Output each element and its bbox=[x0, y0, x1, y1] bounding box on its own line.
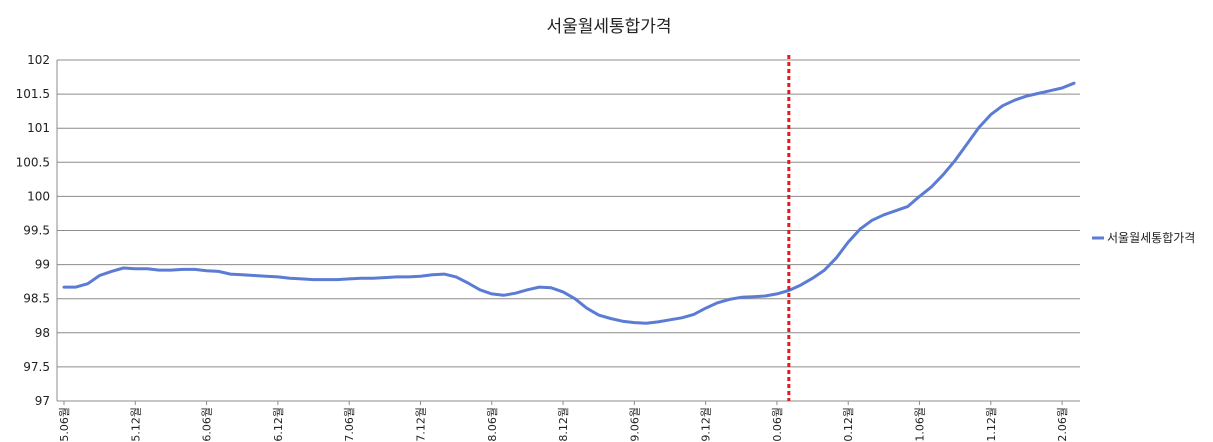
legend: 서울월세통합가격 bbox=[1092, 231, 1195, 245]
chart-title: 서울월세통합가격 bbox=[546, 17, 671, 37]
legend-label: 서울월세통합가격 bbox=[1107, 231, 1195, 245]
series-lines bbox=[62, 81, 1076, 325]
y-axis-ticks: 97 97.5 98 98.5 99 99.5 100 100.5 101 101.5 102 bbox=[16, 53, 50, 408]
x-tick-label: 18.12월 bbox=[557, 407, 570, 442]
x-tick-label: 21.12월 bbox=[985, 407, 998, 442]
y-tick-label: 99.5 bbox=[23, 224, 50, 238]
y-tick-label: 101 bbox=[27, 121, 50, 135]
y-tick-label: 97 bbox=[35, 394, 50, 408]
x-tick-label: 15.12월 bbox=[129, 407, 142, 442]
x-tick-label: 20.06월 bbox=[771, 407, 784, 442]
y-tick-label: 102 bbox=[27, 53, 50, 67]
y-tick-label: 97.5 bbox=[23, 360, 50, 374]
x-tick-label: 16.12월 bbox=[272, 407, 285, 442]
y-tick-label: 99 bbox=[35, 258, 50, 272]
x-tick-label: 22.06월 bbox=[1056, 407, 1069, 442]
y-tick-label: 100 bbox=[27, 189, 50, 203]
y-tick-label: 100.5 bbox=[16, 155, 50, 169]
x-tick-label: 15.06월 bbox=[58, 407, 71, 442]
x-tick-label: 17.06월 bbox=[343, 407, 356, 442]
gridlines bbox=[57, 59, 1080, 402]
y-tick-label: 98 bbox=[35, 326, 50, 340]
x-tick-label: 18.06월 bbox=[486, 407, 499, 442]
y-tick-label: 101.5 bbox=[16, 87, 50, 101]
x-axis-ticks: 15.06월 15.12월 16.06월 16.12월 17.06월 17.12월 18.0… bbox=[58, 401, 1069, 442]
x-tick-label: 21.06월 bbox=[914, 407, 927, 442]
axes bbox=[56, 60, 1080, 402]
x-tick-label: 19.06월 bbox=[628, 407, 641, 442]
x-tick-label: 16.06월 bbox=[201, 407, 214, 442]
x-tick-label: 19.12월 bbox=[700, 407, 713, 442]
series-line bbox=[62, 81, 1076, 325]
x-tick-label: 17.12월 bbox=[414, 407, 427, 442]
y-tick-label: 98.5 bbox=[23, 292, 50, 306]
x-tick-label: 20.12월 bbox=[842, 407, 855, 442]
